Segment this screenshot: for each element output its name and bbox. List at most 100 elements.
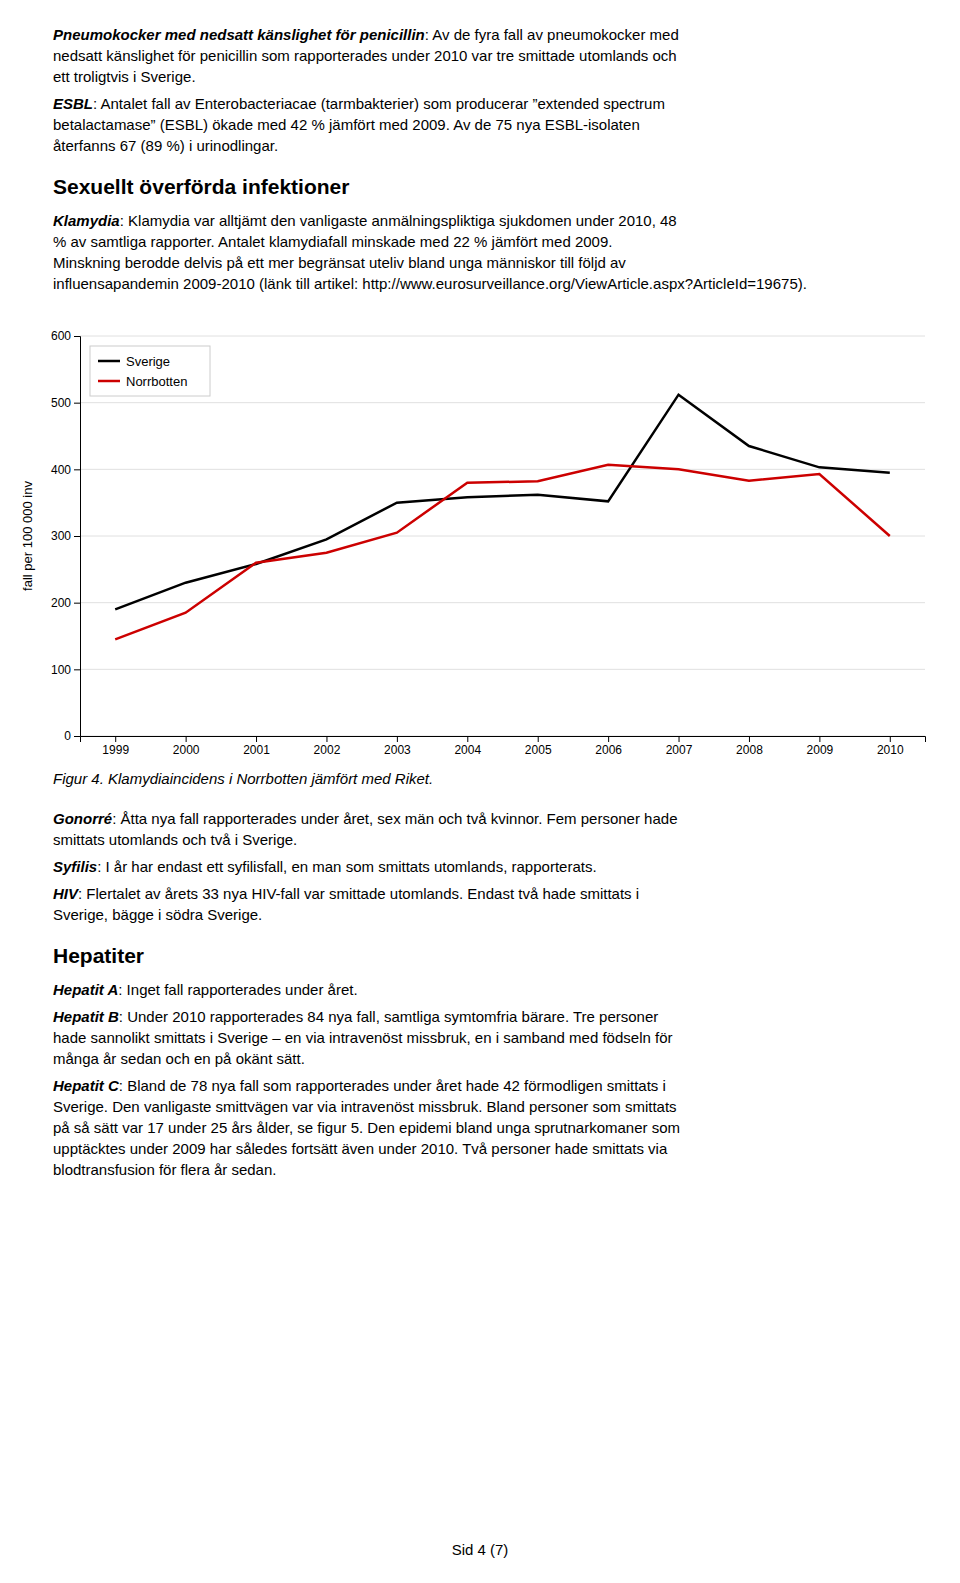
paragraph-text: % av samtliga rapporter. Antalet klamydi… xyxy=(53,233,612,250)
tick-mark xyxy=(74,603,80,604)
legend-label: Sverige xyxy=(126,354,170,369)
paragraph-text: blodtransfusion för flera år sedan. xyxy=(53,1161,276,1178)
tick: 2010 xyxy=(877,736,904,757)
paragraph-text: : Åtta nya fall rapporterades under året… xyxy=(112,810,677,827)
y-axis: 0 100 200 300 400 500 600 xyxy=(51,329,81,743)
legend: SverigeNorrbotten xyxy=(90,346,210,396)
tick-label: 2003 xyxy=(384,743,411,757)
axis-line xyxy=(81,737,926,743)
tick-label: 2008 xyxy=(736,743,763,757)
paragraph-text: : Bland de 78 nya fall som rapporterades… xyxy=(119,1077,666,1094)
paragraph-lead: Hepatit A xyxy=(53,981,118,998)
tick: 2007 xyxy=(666,736,693,757)
tick-mark xyxy=(74,736,80,737)
tick: 2009 xyxy=(807,736,834,757)
paragraph-text: : I år har endast ett syfilisfall, en ma… xyxy=(97,858,596,875)
tick-mark xyxy=(679,736,680,742)
tick-label: 500 xyxy=(51,396,71,410)
paragraph-lead: ESBL xyxy=(53,95,93,112)
tick: 2001 xyxy=(243,736,270,757)
paragraph-text: influensapandemin 2009-2010 (länk till a… xyxy=(53,275,807,292)
paragraph-lead: Syfilis xyxy=(53,858,97,875)
tick-mark xyxy=(538,736,539,742)
tick-label: 300 xyxy=(51,529,71,543)
tick-label: 2007 xyxy=(666,743,693,757)
paragraph-line: Hepatit A: Inget fall rapporterades unde… xyxy=(53,981,358,998)
chart-title: Figur 4. Klamydiaincidens i Norrbotten j… xyxy=(53,770,433,787)
paragraph-line: HIV: Flertalet av årets 33 nya HIV-fall … xyxy=(53,885,639,902)
grid-line xyxy=(80,669,925,670)
tick-label: 2010 xyxy=(877,743,904,757)
tick: 400 xyxy=(51,463,80,477)
paragraph-line: smittats utomlands och två i Sverige. xyxy=(53,831,297,848)
paragraph-line: ESBL: Antalet fall av Enterobacteriacae … xyxy=(53,95,665,112)
axis-line xyxy=(74,337,81,737)
chart: 1999200020012002200320042005200620072008… xyxy=(20,329,926,756)
grid-line xyxy=(80,536,925,537)
grid-line xyxy=(80,602,925,603)
paragraph-line: Pneumokocker med nedsatt känslighet för … xyxy=(53,26,679,43)
paragraph-text: många år sedan och en på okänt sätt. xyxy=(53,1050,305,1067)
tick-label: 2006 xyxy=(595,743,622,757)
paragraph-text: Minskning berodde delvis på ett mer begr… xyxy=(53,254,626,271)
paragraph-text: : Under 2010 rapporterades 84 nya fall, … xyxy=(119,1008,658,1025)
series-line xyxy=(115,395,890,610)
tick: 2005 xyxy=(525,736,552,757)
tick-label: 0 xyxy=(64,729,71,743)
grid-line xyxy=(80,469,925,470)
paragraph-text: hade sannolikt smittats i Sverige – en v… xyxy=(53,1029,672,1046)
tick: 2004 xyxy=(454,736,481,757)
tick-label: 100 xyxy=(51,663,71,677)
paragraph-text: ett troligtvis i Sverige. xyxy=(53,68,196,85)
paragraph-text: : Inget fall rapporterades under året. xyxy=(118,981,357,998)
paragraph-text: smittats utomlands och två i Sverige. xyxy=(53,831,297,848)
paragraph-lead: Klamydia xyxy=(53,212,120,229)
tick-mark xyxy=(74,403,80,404)
heading: Sexuellt överförda infektioner xyxy=(53,175,349,198)
paragraph-line: Klamydia: Klamydia var alltjämt den vanl… xyxy=(53,212,677,229)
paragraph-line: Sverige, bägge i södra Sverige. xyxy=(53,906,262,923)
paragraph-line: Sverige. Den vanligaste smittvägen var v… xyxy=(53,1098,677,1115)
paragraph-line: betalactamase” (ESBL) ökade med 42 % jäm… xyxy=(53,116,640,133)
paragraph-line: nedsatt känslighet för penicillin som ra… xyxy=(53,47,677,64)
grid xyxy=(80,336,925,736)
paragraph-line: Syfilis: I år har endast ett syfilisfall… xyxy=(53,858,597,875)
y-axis-title: fall per 100 000 inv xyxy=(20,481,35,591)
paragraph-line: återfanns 67 (89 %) i urinodlingar. xyxy=(53,137,278,154)
tick: 2003 xyxy=(384,736,411,757)
legend-swatch xyxy=(98,380,120,383)
legend-swatch xyxy=(98,360,120,363)
paragraph-lead: Hepatit C xyxy=(53,1077,120,1094)
tick-mark xyxy=(819,736,820,742)
paragraph-line: Minskning berodde delvis på ett mer begr… xyxy=(53,254,626,271)
tick-mark xyxy=(326,736,327,742)
tick-mark xyxy=(74,469,80,470)
tick: 600 xyxy=(51,329,80,343)
grid-line xyxy=(80,336,925,337)
tick-mark xyxy=(890,736,891,742)
paragraph-text: nedsatt känslighet för penicillin som ra… xyxy=(53,47,677,64)
tick-mark xyxy=(74,536,80,537)
tick-label: 2004 xyxy=(454,743,481,757)
paragraph-text: : Antalet fall av Enterobacteriacae (tar… xyxy=(93,95,665,112)
paragraph-text: : Av de fyra fall av pneumokocker med xyxy=(425,26,679,43)
tick-mark xyxy=(467,736,468,742)
tick: 1999 xyxy=(102,736,129,757)
paragraph-lead: Pneumokocker med nedsatt känslighet för … xyxy=(53,26,425,43)
paragraph-line: upptäcktes under 2009 har således fortsä… xyxy=(53,1140,668,1157)
paragraph-line: % av samtliga rapporter. Antalet klamydi… xyxy=(53,233,612,250)
tick-label: 2000 xyxy=(173,743,200,757)
tick: 300 xyxy=(51,529,80,543)
paragraph-lead: Gonorré xyxy=(53,810,112,827)
tick-label: 2005 xyxy=(525,743,552,757)
paragraph-line: Gonorré: Åtta nya fall rapporterades und… xyxy=(53,810,678,827)
tick-mark xyxy=(115,736,116,742)
paragraph-lead: Hepatit B xyxy=(53,1008,119,1025)
tick: 2008 xyxy=(736,736,763,757)
paragraph-text: : Flertalet av årets 33 nya HIV-fall var… xyxy=(78,885,639,902)
tick-label: 2001 xyxy=(243,743,270,757)
paragraph-text: : Klamydia var alltjämt den vanligaste a… xyxy=(120,212,677,229)
tick: 200 xyxy=(51,596,80,610)
paragraph-text: på så sätt var 17 under 25 års ålder, se… xyxy=(53,1119,680,1136)
tick-label: 1999 xyxy=(102,743,129,757)
